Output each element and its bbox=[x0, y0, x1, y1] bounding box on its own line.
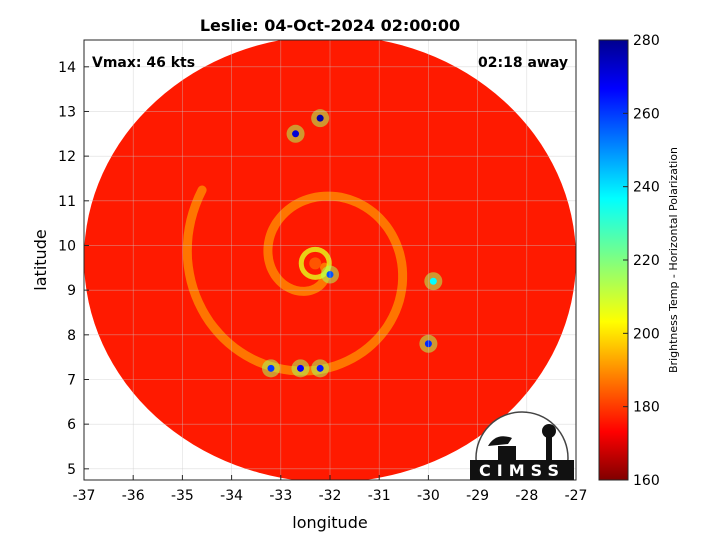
eye bbox=[309, 257, 322, 270]
y-tick-label: 11 bbox=[58, 194, 76, 210]
eyewall bbox=[298, 246, 332, 280]
time-offset-annotation: 02:18 away bbox=[478, 55, 568, 71]
grid-layer bbox=[84, 40, 576, 480]
colorbar-ticks: 160 180 200 220 240 260 280 bbox=[623, 33, 660, 489]
x-tick-label: -30 bbox=[417, 488, 440, 504]
warm-spot bbox=[292, 130, 300, 138]
x-tick-label: -32 bbox=[319, 488, 342, 504]
x-tick-label: -36 bbox=[122, 488, 145, 504]
logo-tower bbox=[546, 430, 552, 460]
x-tick-label: -33 bbox=[269, 488, 292, 504]
x-tick-label: -29 bbox=[466, 488, 489, 504]
logo-text: CIMSS bbox=[479, 461, 565, 480]
cimss-logo: CIMSS bbox=[470, 411, 574, 480]
colorbar-label: Brightness Temp - Horizontal Polarizatio… bbox=[667, 147, 680, 373]
y-tick-label: 5 bbox=[67, 462, 76, 478]
colorbar-tick-label: 280 bbox=[633, 33, 660, 49]
y-tick-label: 7 bbox=[67, 372, 76, 388]
x-tick-label: -34 bbox=[220, 488, 243, 504]
logo-dish bbox=[488, 436, 512, 446]
y-tick-label: 12 bbox=[58, 149, 76, 165]
rainband bbox=[182, 185, 408, 376]
x-tick-label: -28 bbox=[515, 488, 538, 504]
y-tick-label: 9 bbox=[67, 283, 76, 299]
y-tick-label: 14 bbox=[58, 60, 76, 76]
colorbar-tick-label: 180 bbox=[633, 400, 660, 416]
colorbar-tick-label: 200 bbox=[633, 326, 660, 342]
x-tick-label: -37 bbox=[73, 488, 96, 504]
x-tick-label: -27 bbox=[565, 488, 588, 504]
x-axis-label: longitude bbox=[292, 513, 367, 532]
colorbar-tick-label: 220 bbox=[633, 253, 660, 269]
warm-spot bbox=[267, 364, 275, 372]
y-tick-label: 13 bbox=[58, 104, 76, 120]
logo-tank bbox=[542, 424, 556, 438]
warm-spot bbox=[429, 277, 437, 285]
x-axis: -37 -36 -35 -34 -33 -32 -31 -30 -29 -28 -27 bbox=[73, 475, 588, 504]
colorbar-tick-label: 260 bbox=[633, 106, 660, 122]
y-tick-label: 10 bbox=[58, 238, 76, 254]
colorbar-tick-label: 160 bbox=[633, 473, 660, 489]
x-tick-label: -35 bbox=[171, 488, 194, 504]
warm-spot bbox=[296, 364, 304, 372]
y-tick-label: 6 bbox=[67, 417, 76, 433]
warm-spot bbox=[316, 114, 324, 122]
warm-spot bbox=[316, 364, 324, 372]
colorbar-tick-label: 240 bbox=[633, 180, 660, 196]
y-axis: 5 6 7 8 9 10 11 12 13 14 bbox=[58, 60, 89, 478]
logo-building bbox=[498, 446, 516, 460]
chart-title: Leslie: 04-Oct-2024 02:00:00 bbox=[200, 16, 460, 35]
vmax-annotation: Vmax: 46 kts bbox=[92, 55, 195, 71]
y-axis-label: latitude bbox=[31, 229, 50, 290]
x-tick-label: -31 bbox=[368, 488, 391, 504]
y-tick-label: 8 bbox=[67, 328, 76, 344]
logo-bar bbox=[470, 460, 574, 480]
